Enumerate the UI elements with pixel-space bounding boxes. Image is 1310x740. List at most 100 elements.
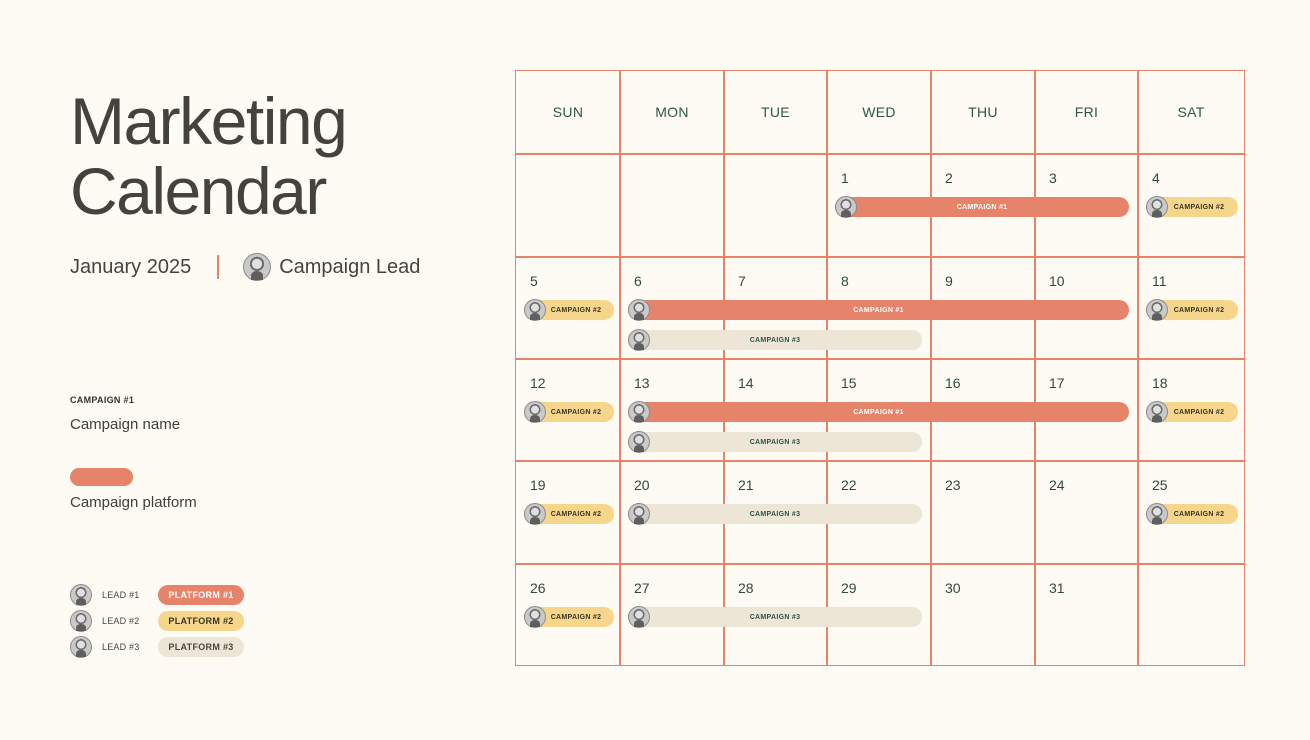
date-cell-30[interactable]: 30 <box>945 580 961 596</box>
date-cell-22[interactable]: 22 <box>841 477 857 493</box>
event-label: CAMPAIGN #2 <box>1173 203 1225 211</box>
header-meta: January 2025 Campaign Lead <box>70 250 420 284</box>
lead-1-label: LEAD #1 <box>102 590 140 600</box>
grid-vline <box>723 71 725 665</box>
date-cell-18[interactable]: 18 <box>1152 375 1168 391</box>
event-lead-avatar <box>1146 299 1168 321</box>
grid-hline <box>516 460 1244 462</box>
date-cell-19[interactable]: 19 <box>530 477 546 493</box>
date-cell-8[interactable]: 8 <box>841 273 849 289</box>
day-header-fri: FRI <box>1074 104 1099 120</box>
legend-campaign-name: Campaign name <box>70 416 181 433</box>
day-header-tue: TUE <box>761 104 790 120</box>
campaign-event-bar[interactable]: CAMPAIGN #2 <box>1146 503 1238 525</box>
campaign-event-bar[interactable]: CAMPAIGN #2 <box>524 606 614 628</box>
campaign-event-bar[interactable]: CAMPAIGN #2 <box>1146 401 1238 423</box>
grid-hline <box>516 563 1244 565</box>
campaign-event-bar[interactable]: CAMPAIGN #3 <box>628 431 922 453</box>
event-lead-avatar <box>628 606 650 628</box>
date-cell-28[interactable]: 28 <box>738 580 754 596</box>
date-cell-6[interactable]: 6 <box>634 273 642 289</box>
legend-campaign-key: CAMPAIGN #1 <box>70 395 135 405</box>
date-cell-15[interactable]: 15 <box>841 375 857 391</box>
day-header-mon: MON <box>655 104 689 120</box>
date-cell-9[interactable]: 9 <box>945 273 953 289</box>
grid-vline <box>826 71 828 665</box>
lead-3-label: LEAD #3 <box>102 642 140 652</box>
grid-hline <box>516 358 1244 360</box>
lead-row-3: LEAD #3 PLATFORM #3 <box>70 634 244 660</box>
lead-2-avatar <box>70 610 92 632</box>
date-cell-3[interactable]: 3 <box>1049 170 1057 186</box>
campaign-event-bar[interactable]: CAMPAIGN #2 <box>524 299 614 321</box>
campaign-event-bar[interactable]: CAMPAIGN #3 <box>628 503 922 525</box>
date-cell-12[interactable]: 12 <box>530 375 546 391</box>
event-label: CAMPAIGN #3 <box>749 438 801 446</box>
event-lead-avatar <box>524 299 546 321</box>
event-label: CAMPAIGN #2 <box>550 613 602 621</box>
title-line-2: Calendar <box>70 154 327 228</box>
platform-1-pill: PLATFORM #1 <box>158 585 244 605</box>
lead-row-1: LEAD #1 PLATFORM #1 <box>70 582 244 608</box>
event-label: CAMPAIGN #1 <box>956 203 1008 211</box>
event-lead-avatar <box>1146 196 1168 218</box>
date-cell-16[interactable]: 16 <box>945 375 961 391</box>
event-lead-avatar <box>1146 401 1168 423</box>
date-cell-23[interactable]: 23 <box>945 477 961 493</box>
date-cell-11[interactable]: 11 <box>1152 273 1167 289</box>
date-cell-14[interactable]: 14 <box>738 375 754 391</box>
event-label: CAMPAIGN #2 <box>550 306 602 314</box>
date-cell-31[interactable]: 31 <box>1049 580 1065 596</box>
campaign-event-bar[interactable]: CAMPAIGN #2 <box>524 401 614 423</box>
event-label: CAMPAIGN #2 <box>1173 408 1225 416</box>
campaign-lead-avatar <box>243 253 272 281</box>
lead-legend: LEAD #1 PLATFORM #1 LEAD #2 PLATFORM #2 … <box>70 582 244 660</box>
header-divider <box>217 255 220 279</box>
date-cell-7[interactable]: 7 <box>738 273 746 289</box>
event-lead-avatar <box>524 401 546 423</box>
title-line-1: Marketing <box>70 84 348 158</box>
date-cell-21[interactable]: 21 <box>738 477 754 493</box>
page-title: Marketing Calendar <box>70 84 348 228</box>
campaign-event-bar[interactable]: CAMPAIGN #3 <box>628 606 922 628</box>
date-cell-24[interactable]: 24 <box>1049 477 1065 493</box>
grid-hline <box>516 256 1244 258</box>
event-label: CAMPAIGN #3 <box>749 510 801 518</box>
event-lead-avatar <box>628 329 650 351</box>
lead-3-avatar <box>70 636 92 658</box>
date-cell-5[interactable]: 5 <box>530 273 538 289</box>
campaign-event-bar[interactable]: CAMPAIGN #2 <box>1146 299 1238 321</box>
date-cell-26[interactable]: 26 <box>530 580 546 596</box>
date-cell-10[interactable]: 10 <box>1049 273 1065 289</box>
grid-vline <box>930 71 932 665</box>
event-label: CAMPAIGN #1 <box>853 306 904 314</box>
campaign-event-bar[interactable]: CAMPAIGN #3 <box>628 329 922 351</box>
grid-vline <box>619 71 621 665</box>
date-cell-17[interactable]: 17 <box>1049 375 1065 391</box>
day-header-wed: WED <box>862 104 896 120</box>
date-cell-27[interactable]: 27 <box>634 580 650 596</box>
date-cell-13[interactable]: 13 <box>634 375 650 391</box>
campaign-event-bar[interactable]: CAMPAIGN #2 <box>524 503 614 525</box>
campaign-event-bar[interactable]: CAMPAIGN #1 <box>628 401 1129 423</box>
campaign-event-bar[interactable]: CAMPAIGN #1 <box>835 196 1129 218</box>
date-cell-20[interactable]: 20 <box>634 477 650 493</box>
legend-platform-swatch <box>70 468 133 486</box>
legend-campaign-platform: Campaign platform <box>70 494 197 511</box>
date-cell-29[interactable]: 29 <box>841 580 857 596</box>
lead-2-label: LEAD #2 <box>102 616 140 626</box>
date-cell-1[interactable]: 1 <box>841 170 849 186</box>
campaign-event-bar[interactable]: CAMPAIGN #2 <box>1146 196 1238 218</box>
campaign-event-bar[interactable]: CAMPAIGN #1 <box>628 299 1129 321</box>
event-lead-avatar <box>524 606 546 628</box>
event-label: CAMPAIGN #3 <box>749 336 801 344</box>
date-cell-25[interactable]: 25 <box>1152 477 1168 493</box>
event-label: CAMPAIGN #1 <box>853 408 904 416</box>
day-header-sun: SUN <box>552 104 584 120</box>
date-cell-4[interactable]: 4 <box>1152 170 1160 186</box>
event-label: CAMPAIGN #2 <box>1173 306 1225 314</box>
event-lead-avatar <box>628 299 650 321</box>
event-lead-avatar <box>628 431 650 453</box>
day-header-thu: THU <box>968 104 998 120</box>
date-cell-2[interactable]: 2 <box>945 170 953 186</box>
